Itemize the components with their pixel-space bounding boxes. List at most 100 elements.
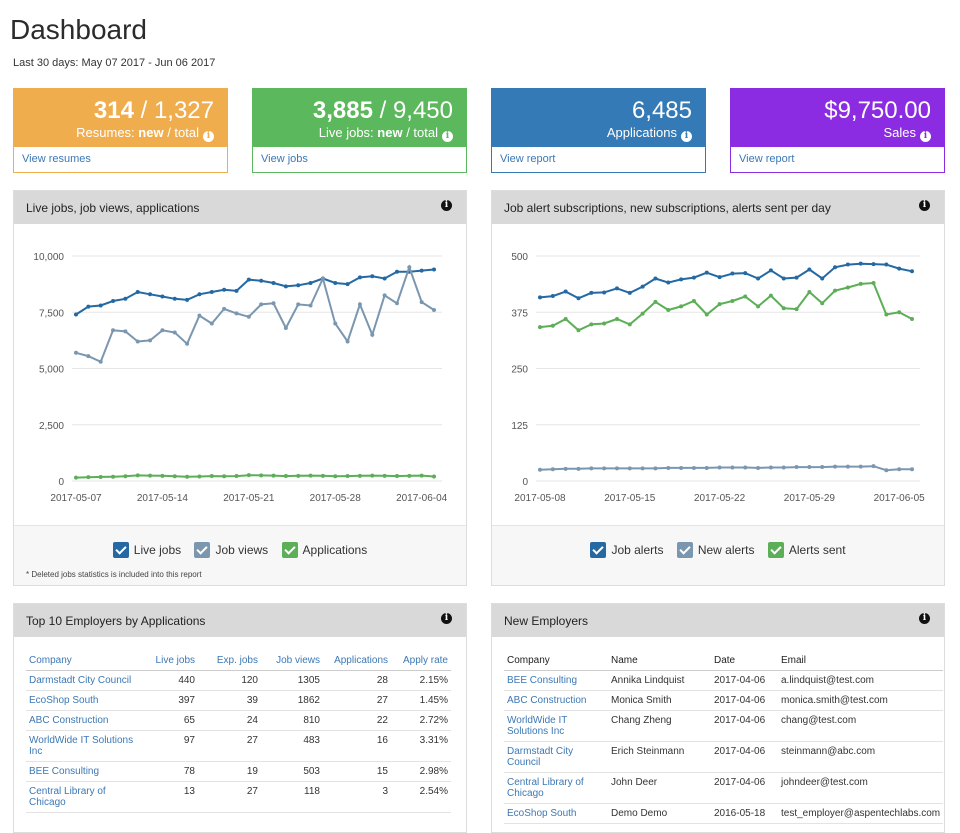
kpi-label: Live jobs: new / total i [253,125,453,142]
table-cell[interactable]: Darmstadt City Council [26,670,138,691]
company-link[interactable]: EcoShop South [29,695,99,706]
new-employers-panel: New Employers i Company Name Date Email BEE… [491,603,945,833]
data-point [717,465,722,470]
panel-title: New Employers [504,614,589,628]
legend-item-new-alerts[interactable]: New alerts [676,542,755,558]
column-header[interactable]: Company [504,651,608,671]
column-header[interactable]: Apply rate [391,651,451,671]
data-point [550,323,555,328]
table-cell[interactable]: BEE Consulting [26,761,138,782]
table-cell[interactable]: WorldWide IT Solutions Inc [26,730,138,762]
data-point [333,474,338,479]
data-point [858,464,863,469]
kpi-value: 6,485 [631,97,692,124]
data-point [627,466,632,471]
info-icon[interactable]: i [919,613,930,624]
view-sales-report-link[interactable]: View report [739,153,795,165]
view-resumes-link[interactable]: View resumes [22,153,91,165]
column-header[interactable]: Applications [323,651,391,671]
info-icon[interactable]: i [203,131,214,142]
company-link[interactable]: ABC Construction [507,695,587,706]
info-icon[interactable]: i [920,131,931,142]
info-icon[interactable]: i [681,131,692,142]
table-cell[interactable]: BEE Consulting [504,670,608,691]
table-cell[interactable]: WorldWide IT Solutions Inc [504,710,608,742]
company-link[interactable]: Darmstadt City Council [507,746,574,768]
table-cell[interactable]: EcoShop South [504,803,608,824]
data-point [98,359,103,364]
legend-item-live-jobs[interactable]: Live jobs [112,542,181,558]
data-point [845,262,850,267]
company-link[interactable]: BEE Consulting [29,766,100,777]
column-header[interactable]: Live jobs [138,651,198,671]
company-link[interactable]: EcoShop South [507,808,577,819]
table-cell[interactable]: Darmstadt City Council [504,741,608,773]
data-point [691,275,696,280]
data-point [160,294,165,299]
legend-item-job-views[interactable]: Job views [194,542,268,558]
info-icon[interactable]: i [919,200,930,211]
table-cell: 16 [323,730,391,762]
column-header[interactable]: Name [608,651,711,671]
company-link[interactable]: Central Library of Chicago [507,777,584,799]
company-link[interactable]: Darmstadt City Council [29,675,132,686]
data-point [296,302,301,307]
table-cell: a.lindquist@test.com [778,670,944,691]
data-point [576,466,581,471]
info-icon[interactable]: i [441,613,452,624]
data-point [222,306,227,311]
data-point [679,465,684,470]
data-point [172,296,177,301]
column-header[interactable]: Job views [261,651,323,671]
data-point [833,288,838,293]
info-icon[interactable]: i [442,131,453,142]
table-cell[interactable]: Central Library of Chicago [504,772,608,804]
data-point [111,328,116,333]
table-cell: John Deer [608,772,711,804]
panel-header: Job alert subscriptions, new subscriptio… [492,191,944,224]
column-header[interactable]: Date [711,651,778,671]
data-point [123,296,128,301]
kpi-card-applications: 6,485 Applications i View report [491,88,706,173]
checkbox-icon[interactable] [676,542,693,558]
data-point [148,473,153,478]
series-line [539,281,913,332]
table-cell[interactable]: ABC Construction [26,710,138,731]
view-jobs-link[interactable]: View jobs [261,153,308,165]
table-cell[interactable]: ABC Construction [504,690,608,711]
table-row: Darmstadt City Council Erich Steinmann 201… [504,741,944,773]
data-point [74,475,78,480]
table-cell: 3 [323,781,391,813]
column-header[interactable]: Company [26,651,138,671]
legend-item-applications[interactable]: Applications [281,542,367,558]
column-header[interactable]: Exp. jobs [198,651,261,671]
checkbox-icon[interactable] [281,542,298,558]
column-header[interactable]: Email [778,651,944,671]
company-link[interactable]: BEE Consulting [507,675,578,686]
data-point [845,464,850,469]
data-point [234,474,239,479]
data-point [345,282,350,287]
legend-item-alerts-sent[interactable]: Alerts sent [767,542,846,558]
data-point [897,310,902,315]
data-point [589,290,594,295]
view-applications-report-link[interactable]: View report [500,153,556,165]
company-link[interactable]: WorldWide IT Solutions Inc [29,735,134,757]
data-point [807,267,812,272]
checkbox-icon[interactable] [590,542,607,558]
data-point [833,464,838,469]
table-cell[interactable]: EcoShop South [26,690,138,711]
checkbox-icon[interactable] [112,542,129,558]
data-point [271,301,276,306]
table-cell[interactable]: Central Library of Chicago [26,781,138,813]
data-point [781,276,786,281]
info-icon[interactable]: i [441,200,452,211]
legend-item-job-alerts[interactable]: Job alerts [590,542,663,558]
checkbox-icon[interactable] [194,542,211,558]
company-link[interactable]: WorldWide IT Solutions Inc [507,715,568,737]
company-link[interactable]: Central Library of Chicago [29,786,106,808]
checkbox-icon[interactable] [767,542,784,558]
table-cell: 27 [323,690,391,711]
company-link[interactable]: ABC Construction [29,715,109,726]
data-point [666,280,671,285]
